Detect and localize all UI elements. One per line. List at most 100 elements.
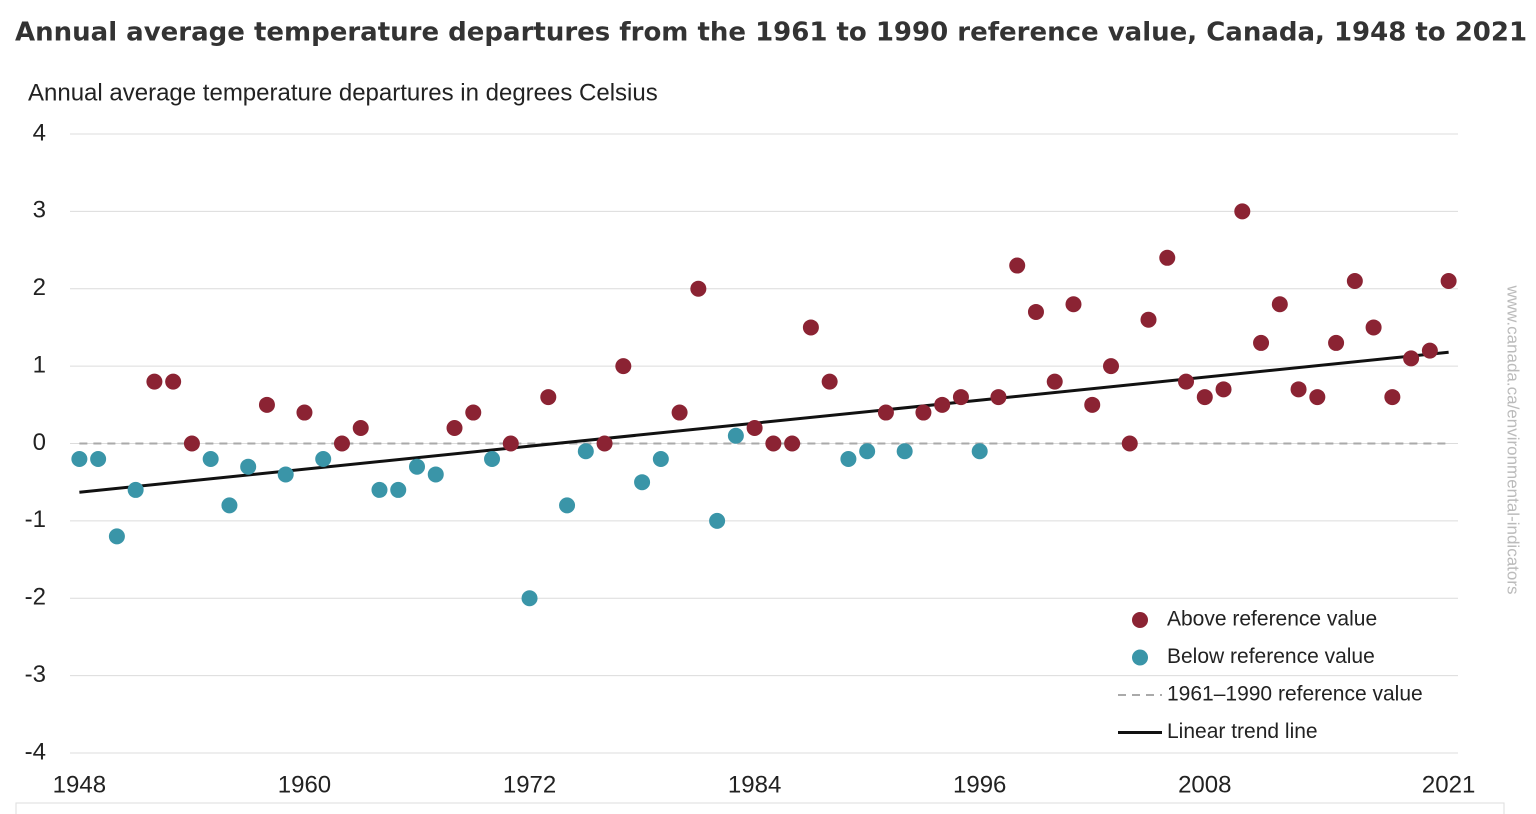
data-point bbox=[821, 373, 838, 390]
x-tick-label: 1984 bbox=[728, 771, 781, 798]
x-tick-label: 1948 bbox=[53, 771, 106, 798]
data-point bbox=[446, 420, 463, 437]
data-point bbox=[1046, 373, 1063, 390]
data-point bbox=[1140, 311, 1157, 328]
data-point bbox=[634, 474, 651, 491]
x-tick-label: 1972 bbox=[503, 771, 556, 798]
data-point bbox=[409, 458, 425, 475]
data-point bbox=[484, 450, 501, 467]
data-point bbox=[221, 497, 238, 514]
data-point bbox=[1290, 381, 1307, 398]
data-point bbox=[1065, 296, 1082, 313]
data-point bbox=[877, 404, 894, 421]
data-point bbox=[333, 435, 350, 452]
data-point bbox=[784, 435, 801, 452]
x-tick-label: 2021 bbox=[1422, 771, 1475, 798]
data-point bbox=[1328, 334, 1345, 351]
data-point bbox=[502, 435, 519, 452]
data-point bbox=[1159, 249, 1176, 266]
y-tick-label: 0 bbox=[33, 429, 46, 456]
legend-label: Below reference value bbox=[1167, 645, 1375, 668]
data-point bbox=[577, 443, 594, 460]
y-tick-label: -4 bbox=[25, 738, 46, 765]
data-point bbox=[1009, 257, 1026, 274]
data-point bbox=[746, 420, 763, 437]
source-note: www.canada.ca/environmental-indicators bbox=[1504, 285, 1523, 595]
data-point bbox=[1215, 381, 1232, 398]
data-point bbox=[202, 450, 219, 467]
data-point bbox=[1234, 203, 1251, 220]
legend-swatch bbox=[1132, 612, 1148, 628]
frame bbox=[15, 802, 1505, 814]
data-point bbox=[596, 435, 613, 452]
data-point bbox=[952, 389, 969, 406]
data-point bbox=[765, 435, 782, 452]
x-tick-label: 2008 bbox=[1178, 771, 1231, 798]
y-tick-label: 4 bbox=[33, 119, 46, 146]
data-point bbox=[896, 443, 913, 460]
data-point bbox=[1271, 296, 1288, 313]
y-tick-label: 2 bbox=[33, 274, 46, 301]
data-point bbox=[671, 404, 688, 421]
data-point bbox=[971, 443, 988, 460]
data-point bbox=[727, 427, 744, 444]
chart-title: Annual average temperature departures fr… bbox=[15, 18, 1527, 48]
data-point bbox=[709, 512, 726, 529]
data-point bbox=[915, 404, 932, 421]
y-tick-label: 3 bbox=[33, 197, 46, 224]
data-point bbox=[90, 450, 107, 467]
data-point bbox=[108, 528, 125, 545]
data-point bbox=[390, 481, 407, 498]
data-point bbox=[1178, 373, 1195, 390]
legend-swatch bbox=[1132, 649, 1148, 666]
data-point bbox=[296, 404, 313, 421]
data-point bbox=[277, 466, 294, 483]
data-point bbox=[315, 450, 332, 467]
x-tick-label: 1996 bbox=[953, 771, 1006, 798]
data-point bbox=[840, 450, 857, 467]
data-point bbox=[1196, 389, 1213, 406]
data-point bbox=[521, 590, 538, 607]
data-point bbox=[127, 481, 144, 498]
data-point bbox=[427, 466, 444, 483]
data-point bbox=[1084, 396, 1101, 413]
y-tick-label: -2 bbox=[25, 584, 46, 611]
data-point bbox=[859, 443, 876, 460]
data-point bbox=[1253, 334, 1270, 351]
legend-label: 1961–1990 reference value bbox=[1167, 683, 1423, 706]
data-point bbox=[465, 404, 482, 421]
data-point bbox=[146, 373, 163, 390]
data-point bbox=[990, 389, 1007, 406]
data-point bbox=[1421, 342, 1438, 359]
data-point bbox=[802, 319, 819, 336]
x-tick-label: 1960 bbox=[278, 771, 331, 798]
data-point bbox=[71, 450, 88, 467]
data-point bbox=[1440, 273, 1457, 290]
y-tick-label: -3 bbox=[25, 661, 46, 688]
data-point bbox=[165, 373, 182, 390]
data-point bbox=[1403, 350, 1420, 367]
data-point bbox=[1384, 389, 1401, 406]
data-point bbox=[352, 420, 369, 437]
trend-line bbox=[79, 350, 1449, 494]
data-point bbox=[371, 481, 388, 498]
data-point bbox=[258, 396, 275, 413]
legend-label: Linear trend line bbox=[1167, 720, 1318, 743]
data-point bbox=[690, 280, 707, 297]
data-point bbox=[1346, 273, 1363, 290]
data-point bbox=[240, 458, 257, 475]
y-axis-label: Annual average temperature departures in… bbox=[28, 79, 658, 106]
y-tick-label: 1 bbox=[33, 351, 46, 378]
data-point bbox=[1027, 303, 1044, 320]
data-point bbox=[559, 497, 576, 514]
data-point bbox=[1365, 319, 1382, 336]
data-point bbox=[1103, 358, 1119, 375]
legend-label: Above reference value bbox=[1167, 608, 1377, 631]
data-point bbox=[652, 450, 669, 467]
data-point bbox=[540, 389, 557, 406]
data-point bbox=[183, 435, 200, 452]
data-point bbox=[934, 396, 951, 413]
y-tick-label: -1 bbox=[25, 506, 46, 533]
data-point bbox=[1121, 435, 1138, 452]
